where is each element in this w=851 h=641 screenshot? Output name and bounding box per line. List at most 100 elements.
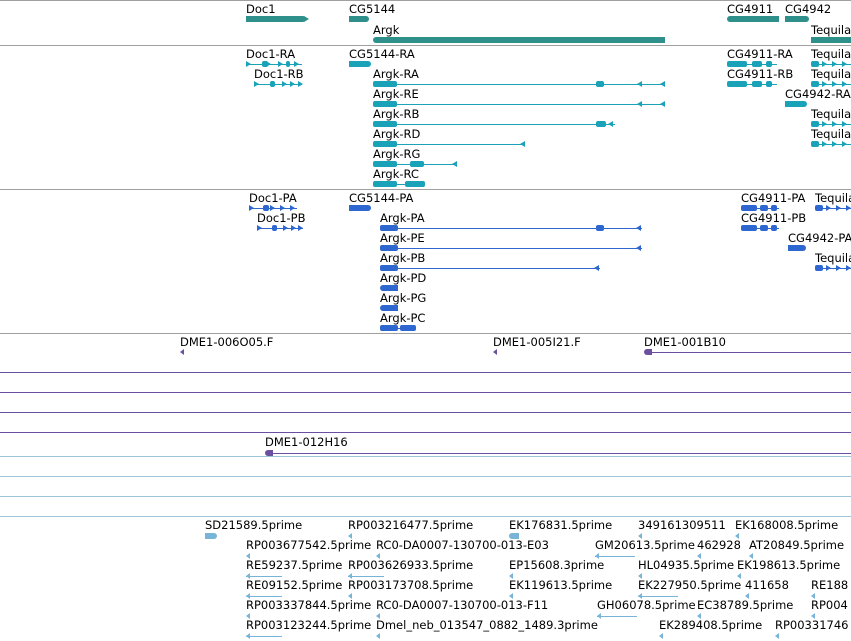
est-label[interactable]: RP003216477.5prime: [348, 518, 474, 532]
transcript-tequila-exon[interactable]: [811, 61, 819, 67]
transcript-argk-re-exon[interactable]: [373, 101, 397, 107]
protein-doc1-pb-exon[interactable]: [272, 225, 277, 231]
transcript-cg4911-ra-exon[interactable]: [752, 61, 762, 67]
transcript-label-argk-re[interactable]: Argk-RE: [373, 87, 419, 101]
protein-label-cg5144-pa[interactable]: CG5144-PA: [349, 191, 414, 205]
protein-cg4911-pa-exon[interactable]: [741, 205, 757, 211]
transcript-label-argk-rd[interactable]: Argk-RD: [373, 127, 421, 141]
gene-glyph-tequila[interactable]: [811, 37, 851, 43]
protein-label-doc1-pb[interactable]: Doc1-PB: [257, 211, 306, 225]
est-label[interactable]: RP004: [811, 598, 848, 612]
est-label[interactable]: EC38789.5prime: [697, 598, 794, 612]
est-label[interactable]: RP00331746: [775, 618, 849, 632]
est-label[interactable]: 411658: [745, 578, 789, 592]
est-label[interactable]: EK227950.5prime: [638, 578, 742, 592]
protein-glyph-argk-pd[interactable]: [380, 285, 398, 291]
est-label[interactable]: RP003337844.5prime: [246, 598, 372, 612]
transcript-tequila-exon[interactable]: [811, 141, 819, 147]
est-label[interactable]: RC0-DA0007-130700-013-F11: [376, 598, 549, 612]
est-label[interactable]: RC0-DA0007-130700-013-E03: [376, 538, 549, 552]
gene-label-argk[interactable]: Argk: [373, 23, 400, 37]
est-label[interactable]: 349161309511: [638, 518, 726, 532]
est-glyph[interactable]: [205, 533, 217, 539]
gene-label-tequila[interactable]: Tequila: [811, 23, 851, 37]
transcript-cg4911-rb-exon[interactable]: [766, 81, 772, 87]
transcript-label-doc1-rb[interactable]: Doc1-RB: [254, 67, 304, 81]
transcript-glyph-cg4942-ra[interactable]: [785, 101, 807, 107]
transcript-label-argk-ra[interactable]: Argk-RA: [373, 67, 419, 81]
protein-cg4911-pa-exon[interactable]: [760, 205, 768, 211]
protein-label-argk-pb[interactable]: Argk-PB: [380, 251, 426, 265]
protein-tequila-exon[interactable]: [815, 205, 823, 211]
protein-tequila-exon[interactable]: [815, 265, 823, 271]
protein-label-tequila[interactable]: Tequila: [815, 251, 851, 265]
protein-argk-pc-exon[interactable]: [400, 325, 416, 331]
protein-label-cg4911-pb[interactable]: CG4911-PB: [741, 211, 807, 225]
protein-glyph-argk-pg[interactable]: [380, 305, 398, 311]
protein-label-doc1-pa[interactable]: Doc1-PA: [249, 191, 297, 205]
transcript-argk-rg-exon[interactable]: [373, 161, 397, 167]
est-label[interactable]: HL04935.5prime: [638, 558, 735, 572]
clone-end-block[interactable]: [265, 450, 273, 456]
protein-argk-pe-exon[interactable]: [380, 245, 398, 251]
gene-glyph-doc1[interactable]: [246, 16, 306, 22]
est-label[interactable]: EK289408.5prime: [659, 618, 763, 632]
protein-cg4911-pb-exon[interactable]: [771, 225, 777, 231]
est-label[interactable]: AT20849.5prime: [749, 538, 845, 552]
protein-label-argk-pa[interactable]: Argk-PA: [380, 211, 425, 225]
est-label[interactable]: RE59237.5prime: [246, 558, 343, 572]
transcript-label-tequila[interactable]: Tequila: [811, 67, 851, 81]
clone-label[interactable]: DME1-001B10: [644, 335, 726, 349]
est-label[interactable]: SD21589.5prime: [205, 518, 303, 532]
transcript-label-argk-rb[interactable]: Argk-RB: [373, 107, 420, 121]
protein-argk-pa-exon[interactable]: [380, 225, 398, 231]
protein-argk-pb-exon[interactable]: [380, 265, 398, 271]
protein-argk-pa-exon[interactable]: [596, 225, 604, 231]
transcript-label-cg5144-ra[interactable]: CG5144-RA: [349, 47, 415, 61]
est-label[interactable]: RE188: [811, 578, 849, 592]
gene-label-cg4942[interactable]: CG4942: [785, 2, 832, 16]
transcript-cg4911-ra-exon[interactable]: [727, 61, 747, 67]
protein-label-argk-pd[interactable]: Argk-PD: [380, 271, 427, 285]
gene-glyph-cg4911[interactable]: [727, 16, 779, 22]
protein-label-tequila[interactable]: Tequila: [815, 191, 851, 205]
clone-label[interactable]: DME1-005I21.F: [493, 335, 581, 349]
protein-label-argk-pc[interactable]: Argk-PC: [380, 311, 426, 325]
transcript-glyph-cg5144-ra[interactable]: [349, 61, 371, 67]
protein-glyph-cg5144-pa[interactable]: [349, 205, 371, 211]
transcript-label-argk-rc[interactable]: Argk-RC: [373, 167, 419, 181]
clone-end-block[interactable]: [644, 349, 652, 355]
protein-glyph-cg4942-pa[interactable]: [788, 245, 806, 251]
est-label[interactable]: Dmel_neb_013547_0882_1489.3prime: [376, 618, 598, 632]
transcript-argk-rc-exon[interactable]: [405, 181, 425, 187]
transcript-argk-rg-exon[interactable]: [410, 161, 424, 167]
est-label[interactable]: RE09152.5prime: [246, 578, 343, 592]
clone-label[interactable]: DME1-012H16: [265, 435, 348, 449]
transcript-doc1-ra-exon[interactable]: [286, 61, 290, 67]
gene-label-cg5144[interactable]: CG5144: [349, 2, 396, 16]
protein-cg4911-pb-exon[interactable]: [760, 225, 768, 231]
transcript-label-argk-rg[interactable]: Argk-RG: [373, 147, 421, 161]
transcript-cg4911-rb-exon[interactable]: [752, 81, 762, 87]
protein-label-argk-pe[interactable]: Argk-PE: [380, 231, 425, 245]
protein-argk-pc-exon[interactable]: [380, 325, 398, 331]
est-glyph[interactable]: [509, 533, 519, 539]
gene-label-cg4911[interactable]: CG4911: [727, 2, 774, 16]
transcript-cg4911-rb-exon[interactable]: [727, 81, 747, 87]
transcript-argk-rb-exon[interactable]: [596, 121, 606, 127]
transcript-cg4911-ra-exon[interactable]: [766, 61, 772, 67]
transcript-label-tequila[interactable]: Tequila: [811, 107, 851, 121]
transcript-label-cg4911-rb[interactable]: CG4911-RB: [727, 67, 794, 81]
est-label[interactable]: 462928: [697, 538, 741, 552]
protein-label-argk-pg[interactable]: Argk-PG: [380, 291, 427, 305]
est-label[interactable]: EK119613.5prime: [509, 578, 613, 592]
est-label[interactable]: GM20613.5prime: [595, 538, 695, 552]
est-label[interactable]: EK198613.5prime: [737, 558, 841, 572]
gene-glyph-argk[interactable]: [373, 37, 665, 43]
transcript-label-cg4911-ra[interactable]: CG4911-RA: [727, 47, 793, 61]
transcript-tequila-exon[interactable]: [811, 81, 819, 87]
protein-label-cg4942-pa[interactable]: CG4942-PA: [788, 231, 851, 245]
transcript-argk-ra-exon[interactable]: [373, 81, 397, 87]
est-label[interactable]: RP003677542.5prime: [246, 538, 372, 552]
est-label[interactable]: EK176831.5prime: [509, 518, 613, 532]
